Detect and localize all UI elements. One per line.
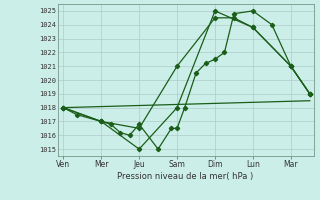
- X-axis label: Pression niveau de la mer( hPa ): Pression niveau de la mer( hPa ): [117, 172, 254, 181]
